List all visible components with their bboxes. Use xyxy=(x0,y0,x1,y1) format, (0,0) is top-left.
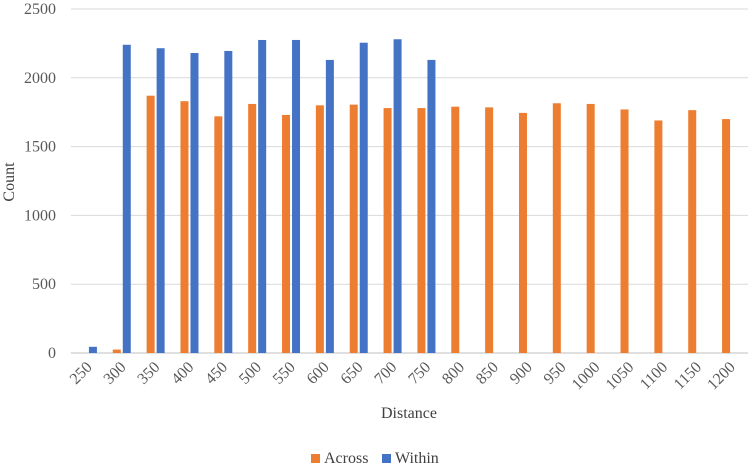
x-tick-label: 800 xyxy=(439,359,468,388)
x-tick-label: 1050 xyxy=(603,359,638,394)
x-tick-label: 750 xyxy=(405,359,434,388)
bar-across-450 xyxy=(214,116,223,353)
bar-across-750 xyxy=(417,108,426,354)
bars xyxy=(88,39,731,354)
x-tick-label: 500 xyxy=(236,359,265,388)
bar-within-300 xyxy=(122,44,131,353)
legend-swatch-across xyxy=(311,454,320,463)
x-axis-title: Distance xyxy=(381,405,437,422)
legend: Across Within xyxy=(311,450,439,466)
y-axis-title: Count xyxy=(1,162,18,202)
x-tick-label: 450 xyxy=(202,359,231,388)
x-tick-label: 1150 xyxy=(671,359,705,393)
x-tick-label: 850 xyxy=(473,359,502,388)
bar-across-1000 xyxy=(586,103,595,353)
bar-across-700 xyxy=(383,108,392,354)
x-tick-label: 400 xyxy=(168,359,197,388)
x-axis-ticks: 250 300 350 400 450 500 550 600 650 700 750 800 850 9… xyxy=(67,359,739,394)
x-tick-label: 900 xyxy=(507,359,536,388)
x-tick-label: 1100 xyxy=(637,359,671,393)
bar-across-400 xyxy=(180,101,189,353)
bar-within-350 xyxy=(156,48,165,353)
bar-across-1050 xyxy=(620,109,629,353)
bar-within-700 xyxy=(393,39,402,353)
gridlines xyxy=(71,8,748,354)
bar-within-500 xyxy=(258,39,267,354)
bar-across-1200 xyxy=(722,119,731,353)
y-tick-label: 2500 xyxy=(24,1,56,18)
bar-across-800 xyxy=(451,106,460,353)
bar-across-1150 xyxy=(688,110,697,353)
x-tick-label: 600 xyxy=(304,359,333,388)
x-tick-label: 250 xyxy=(67,359,96,388)
x-tick-label: 950 xyxy=(541,359,570,388)
y-tick-label: 1000 xyxy=(24,207,56,224)
bar-across-300 xyxy=(112,349,121,353)
y-tick-label: 500 xyxy=(32,276,56,293)
y-tick-label: 0 xyxy=(48,345,56,362)
y-tick-label: 2000 xyxy=(24,70,56,87)
bar-across-550 xyxy=(282,114,291,354)
bar-across-500 xyxy=(248,103,257,353)
x-tick-label: 1000 xyxy=(569,359,604,394)
legend-label-across: Across xyxy=(324,450,368,466)
x-tick-label: 650 xyxy=(338,359,367,388)
bar-across-1100 xyxy=(654,120,663,354)
legend-swatch-within xyxy=(382,454,391,463)
x-tick-label: 550 xyxy=(270,359,299,388)
bar-within-250 xyxy=(88,346,97,353)
bar-across-350 xyxy=(146,95,155,354)
legend-label-within: Within xyxy=(395,450,439,466)
bar-within-450 xyxy=(224,50,233,354)
x-tick-label: 350 xyxy=(134,359,163,388)
x-tick-label: 700 xyxy=(371,359,400,388)
bar-within-750 xyxy=(427,59,436,354)
y-axis-ticks: 0 500 1000 1500 2000 2500 xyxy=(24,1,56,362)
bar-across-900 xyxy=(518,112,527,353)
bar-within-550 xyxy=(292,39,301,354)
bar-across-850 xyxy=(485,107,494,353)
y-tick-label: 1500 xyxy=(24,139,56,156)
bar-within-600 xyxy=(325,59,334,354)
bar-across-600 xyxy=(315,105,324,353)
bar-within-650 xyxy=(359,42,368,353)
bar-across-650 xyxy=(349,104,358,353)
bar-within-400 xyxy=(190,53,199,353)
x-tick-label: 300 xyxy=(101,359,130,388)
bar-across-950 xyxy=(552,103,561,353)
x-tick-label: 1200 xyxy=(704,359,739,394)
